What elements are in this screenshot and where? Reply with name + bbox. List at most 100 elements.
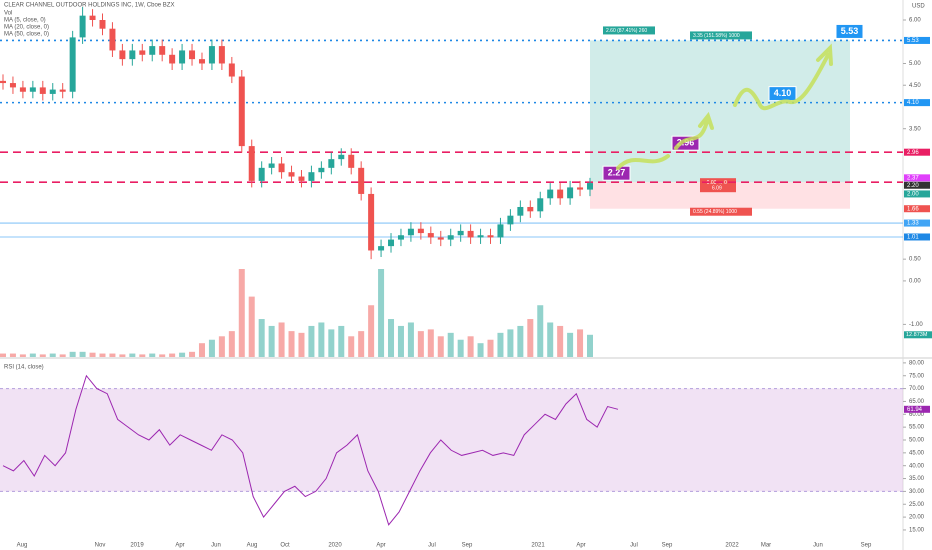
candle-body [29, 87, 36, 92]
legend-item: MA (5, close, 0) [4, 18, 46, 24]
candle-body [397, 235, 404, 240]
volume-bar [308, 325, 315, 357]
candle-body [119, 50, 126, 60]
legend-item: MA (50, close, 0) [4, 32, 49, 38]
candle-body [507, 215, 514, 225]
candle-body [577, 187, 584, 190]
candle-body [69, 37, 76, 92]
y-tick-label: 70.00 [909, 386, 925, 392]
volume-bar [427, 329, 434, 357]
rsi-tag [904, 405, 930, 413]
x-tick-label: Jul [428, 543, 436, 549]
candle-body [149, 46, 156, 55]
x-tick-label: Jul [630, 543, 638, 549]
volume-bar [119, 354, 126, 357]
candle-body [0, 80, 6, 84]
x-tick-label: Sep [462, 543, 473, 549]
label-bg [690, 31, 752, 40]
volume-bar [198, 343, 205, 357]
candle-body [497, 224, 504, 238]
volume-bar [179, 352, 186, 357]
y-tick-label: -1.00 [909, 322, 923, 328]
y-tick-label: 4.50 [909, 83, 921, 89]
price-tag-label: 2.00 [907, 192, 919, 198]
y-tick-label: 60.00 [909, 412, 925, 418]
candle-body [427, 233, 434, 238]
volume-bar [547, 322, 554, 357]
volume-bar [39, 354, 46, 357]
volume-bar [218, 336, 225, 357]
candle-body [407, 228, 414, 236]
y-tick-label: 55.00 [909, 425, 925, 431]
x-tick-label: Apr [175, 543, 184, 549]
rsi-tag-label: 61.94 [907, 407, 923, 413]
position-label: -0.03 → 0 [705, 180, 727, 186]
candle-body [79, 15, 86, 38]
candle-body [517, 206, 524, 216]
y-tick-label: 20.00 [909, 515, 925, 521]
candle-body [9, 83, 16, 88]
x-tick-label: 2022 [725, 543, 739, 549]
annotation-box [835, 23, 864, 39]
chart-title: CLEAR CHANNEL OUTDOOR HOLDINGS INC, 1W, … [4, 3, 174, 9]
rsi-line [2, 374, 619, 526]
y-tick-label: 65.00 [909, 399, 925, 405]
volume-bar [557, 325, 564, 357]
legend-item: MA (20, close, 0) [4, 25, 49, 31]
x-tick-label: Nov [95, 543, 106, 549]
y-tick-label: 75.00 [909, 373, 925, 379]
volume-bar [388, 319, 395, 357]
candle-body [447, 235, 454, 240]
candle-body [338, 154, 345, 160]
x-tick-label: Sep [861, 543, 872, 549]
rsi-title: RSI (14, close) [4, 365, 44, 371]
volume-bar [517, 325, 524, 357]
candle-body [198, 59, 205, 64]
volume-bar [577, 329, 584, 357]
volume-bar [238, 269, 245, 357]
volume-bar [318, 322, 325, 357]
volume-bar [29, 353, 36, 357]
candle-body [288, 172, 295, 177]
x-tick-label: Aug [17, 543, 28, 549]
annotation-label: 2.27 [608, 168, 626, 178]
annotation-box [602, 165, 631, 181]
candle-body [208, 46, 215, 64]
volume-bar [208, 339, 215, 357]
candle-body [527, 206, 534, 212]
x-tick-label: 2021 [531, 543, 545, 549]
candle-body [139, 50, 146, 55]
y-tick-label: 0.50 [909, 257, 921, 263]
candle-body [59, 89, 66, 92]
candle-body [169, 54, 176, 64]
candle-body [308, 172, 315, 181]
candle-body [328, 159, 335, 168]
x-tick-label: Mar [761, 543, 771, 549]
candle-body [278, 163, 285, 173]
price-tag [904, 233, 930, 241]
x-tick-label: 2020 [328, 543, 342, 549]
price-tag [904, 205, 930, 213]
volume-bar [49, 353, 56, 357]
price-tag [904, 36, 930, 44]
position-label: 0.55 (24.89%) 1000 [693, 209, 737, 215]
candle-body [378, 246, 385, 251]
volume-bar [109, 353, 116, 357]
candle-body [89, 15, 96, 21]
candle-body [318, 167, 325, 173]
position-label: 3.35 (151.58%) 1000 [693, 33, 740, 39]
candle-body [437, 237, 444, 240]
candle-body [358, 167, 365, 194]
legend-item: Vol [4, 11, 12, 17]
candle-body [189, 50, 196, 60]
y-tick-label: 25.00 [909, 502, 925, 508]
candle-body [258, 167, 265, 181]
volume-bar [348, 336, 355, 357]
volume-bar [407, 322, 414, 357]
y-tick-label: 50.00 [909, 438, 925, 444]
candle-body [388, 239, 395, 247]
volume-bar [169, 353, 176, 357]
candle-body [19, 87, 26, 92]
volume-bar [298, 332, 305, 357]
